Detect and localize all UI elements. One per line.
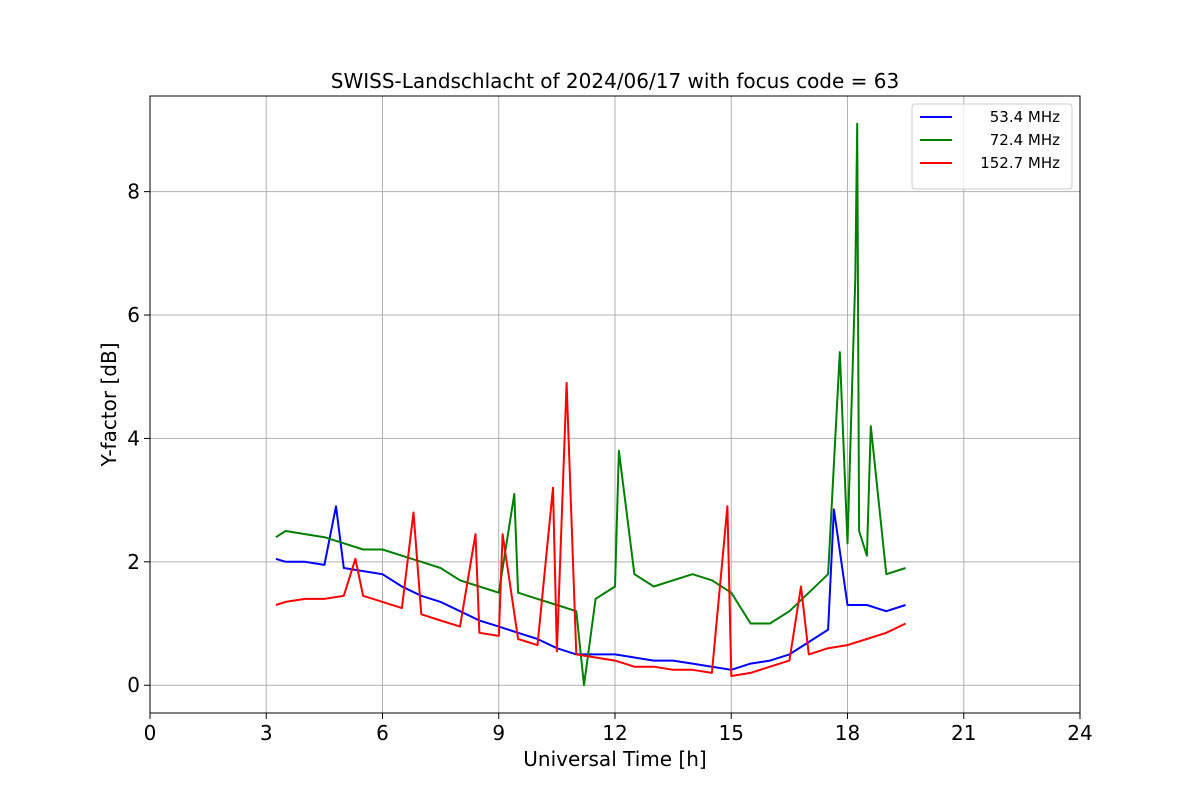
y-axis-label: Y-factor [dB] xyxy=(97,342,121,467)
x-tick-label: 12 xyxy=(602,721,627,745)
chart-title: SWISS-Landschlacht of 2024/06/17 with fo… xyxy=(331,69,899,93)
y-tick-label: 0 xyxy=(127,673,140,697)
x-tick-label: 21 xyxy=(951,721,976,745)
x-axis-label: Universal Time [h] xyxy=(523,747,706,771)
legend-label: 152.7 MHz xyxy=(980,154,1060,172)
series-layer xyxy=(275,122,907,687)
x-tick-label: 0 xyxy=(144,721,157,745)
x-tick-label: 9 xyxy=(492,721,505,745)
legend-label: 72.4 MHz xyxy=(990,131,1060,149)
x-tick-label: 3 xyxy=(260,721,273,745)
x-tick-label: 24 xyxy=(1067,721,1092,745)
legend: 53.4 MHz 72.4 MHz 152.7 MHz xyxy=(911,103,1073,190)
series-line-72-4-mhz xyxy=(275,122,906,687)
x-tick-label: 15 xyxy=(719,721,744,745)
series-line-152-7-mhz xyxy=(275,381,907,677)
x-tick-label: 6 xyxy=(376,721,389,745)
y-tick-label: 8 xyxy=(127,180,140,204)
legend-box xyxy=(911,103,1073,190)
y-tick-label: 4 xyxy=(127,426,140,450)
y-tick-label: 2 xyxy=(127,550,140,574)
legend-label: 53.4 MHz xyxy=(990,108,1060,126)
y-tick-label: 6 xyxy=(127,303,140,327)
series-line-53-4-mhz xyxy=(275,505,906,671)
x-tick-label: 18 xyxy=(835,721,860,745)
